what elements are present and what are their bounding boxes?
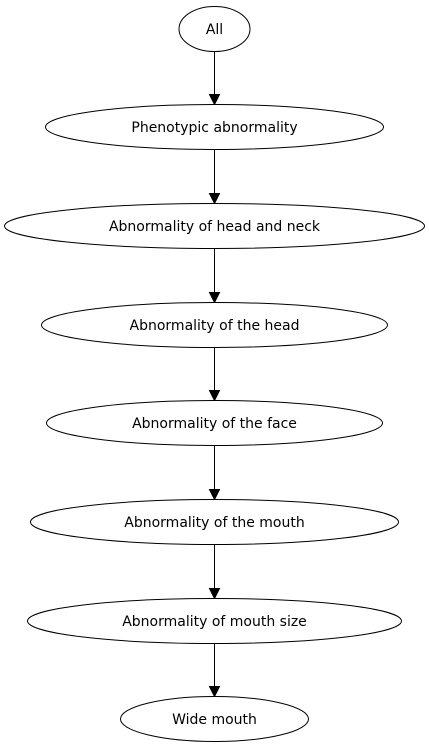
node-abnormality-of-the-face: Abnormality of the face bbox=[46, 400, 383, 446]
node-label: Abnormality of the mouth bbox=[124, 515, 304, 531]
nodes-layer: All Phenotypic abnormality Abnormality of … bbox=[4, 6, 425, 742]
edges-layer bbox=[208, 51, 221, 698]
node-label: Abnormality of mouth size bbox=[122, 614, 307, 630]
arrowhead-icon bbox=[208, 588, 221, 600]
node-all: All bbox=[178, 6, 251, 52]
node-label: Abnormality of the head bbox=[130, 318, 300, 334]
node-abnormality-of-the-mouth: Abnormality of the mouth bbox=[30, 499, 399, 545]
node-wide-mouth: Wide mouth bbox=[120, 696, 309, 742]
node-ellipse bbox=[178, 6, 251, 52]
node-label: Wide mouth bbox=[172, 712, 257, 728]
node-phenotypic-abnormality: Phenotypic abnormality bbox=[45, 104, 384, 150]
edge-phenotypic-abnormality-to-abnormality-of-head-and-neck bbox=[208, 149, 221, 205]
node-ellipse bbox=[120, 696, 309, 742]
node-ellipse bbox=[45, 104, 384, 150]
edge-all-to-phenotypic-abnormality bbox=[208, 51, 221, 106]
edge-abnormality-of-the-face-to-abnormality-of-the-mouth bbox=[208, 445, 221, 501]
edge-abnormality-of-mouth-size-to-wide-mouth bbox=[208, 643, 221, 698]
node-ellipse bbox=[46, 400, 383, 446]
node-abnormality-of-the-head: Abnormality of the head bbox=[41, 302, 388, 348]
node-label: Phenotypic abnormality bbox=[131, 120, 297, 136]
node-ellipse bbox=[4, 203, 425, 249]
node-label: All bbox=[206, 22, 223, 38]
arrowhead-icon bbox=[208, 686, 221, 698]
node-label: Abnormality of head and neck bbox=[109, 219, 321, 235]
arrowhead-icon bbox=[208, 489, 221, 501]
arrowhead-icon bbox=[208, 390, 221, 402]
node-abnormality-of-head-and-neck: Abnormality of head and neck bbox=[4, 203, 425, 249]
node-abnormality-of-mouth-size: Abnormality of mouth size bbox=[27, 598, 402, 644]
arrowhead-icon bbox=[208, 193, 221, 205]
edge-abnormality-of-the-head-to-abnormality-of-the-face bbox=[208, 347, 221, 402]
arrowhead-icon bbox=[208, 94, 221, 106]
arrowhead-icon bbox=[208, 292, 221, 304]
node-label: Abnormality of the face bbox=[132, 416, 297, 432]
edge-abnormality-of-head-and-neck-to-abnormality-of-the-head bbox=[208, 248, 221, 304]
node-ellipse bbox=[27, 598, 402, 644]
edge-abnormality-of-the-mouth-to-abnormality-of-mouth-size bbox=[208, 544, 221, 600]
node-ellipse bbox=[30, 499, 399, 545]
node-ellipse bbox=[41, 302, 388, 348]
